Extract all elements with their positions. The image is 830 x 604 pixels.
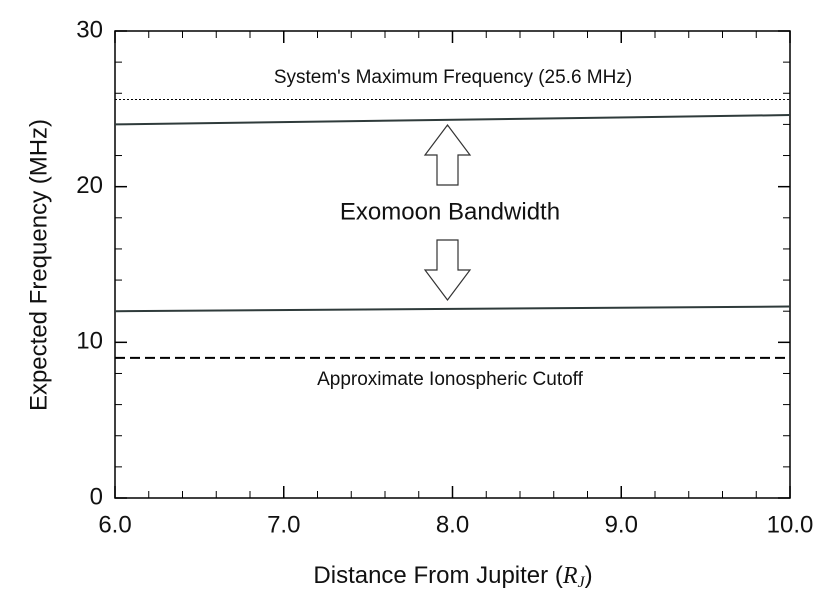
y-tick-label: 0	[90, 483, 103, 510]
annotation: Approximate Ionospheric Cutoff	[317, 369, 584, 390]
y-axis-label: Expected Frequency (MHz)	[25, 119, 52, 411]
series-line	[114, 305, 791, 313]
y-tick-label: 10	[76, 328, 103, 355]
annotation: Exomoon Bandwidth	[340, 198, 560, 225]
y-tick-label: 20	[76, 172, 103, 199]
y-tick-label: 30	[76, 16, 103, 43]
x-axis-label-symbol: R	[562, 563, 578, 589]
annotation: System's Maximum Frequency (25.6 MHz)	[274, 67, 632, 88]
arrow-down	[423, 239, 472, 301]
x-tick-label: 10.0	[767, 511, 814, 538]
x-axis-label-text: Distance From Jupiter (	[313, 562, 562, 589]
x-axis-label-close: )	[585, 562, 593, 589]
x-axis-label: Distance From Jupiter (RJ)	[313, 562, 592, 590]
arrow-up	[423, 124, 472, 186]
x-axis-label-subscript: J	[577, 574, 585, 591]
x-tick-label: 8.0	[436, 511, 469, 538]
x-tick-label: 6.0	[98, 511, 131, 538]
x-tick-label: 9.0	[605, 511, 638, 538]
series-line	[114, 114, 791, 126]
x-tick-label: 7.0	[267, 511, 300, 538]
